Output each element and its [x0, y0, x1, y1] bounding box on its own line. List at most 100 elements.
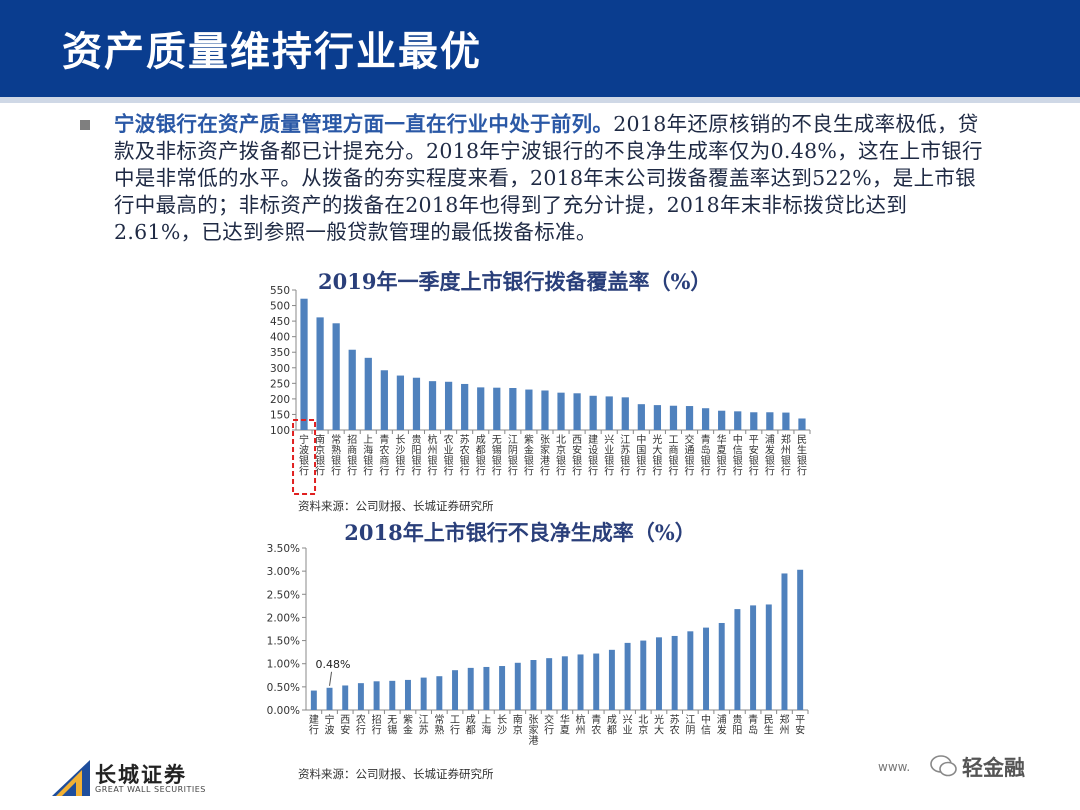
- bar: [412, 377, 421, 430]
- x-tick-label: 青农商行: [379, 433, 389, 478]
- x-tick-label: 中信: [701, 713, 711, 737]
- bar: [514, 662, 521, 710]
- x-tick-label: 长沙银行: [395, 434, 405, 478]
- x-tick-label: 上海银行: [363, 434, 373, 478]
- bar: [685, 406, 694, 430]
- bar: [326, 687, 333, 710]
- x-tick-label: 平安: [795, 715, 805, 737]
- x-tick-label: 青岛: [748, 713, 758, 737]
- bar: [718, 410, 726, 430]
- bar: [499, 666, 506, 710]
- bar: [452, 670, 459, 710]
- x-tick-label: 宁波: [325, 713, 335, 737]
- y-tick-label: 500: [270, 301, 290, 313]
- x-tick-label: 江苏银行: [620, 434, 630, 478]
- bar: [509, 388, 517, 430]
- x-tick-label: 郑州银行: [781, 433, 791, 478]
- x-tick-label: 华夏: [560, 713, 570, 737]
- bar: [342, 685, 349, 710]
- x-tick-label: 交通银行: [685, 433, 695, 478]
- bar: [766, 412, 774, 430]
- x-tick-label: 成都: [607, 714, 617, 737]
- x-tick-label: 张家港行: [540, 434, 550, 478]
- y-tick-label: 200: [270, 394, 290, 406]
- bar: [653, 405, 662, 430]
- x-tick-label: 青岛银行: [701, 433, 711, 478]
- bar: [389, 680, 396, 710]
- x-tick-label: 贵阳银行: [411, 433, 421, 478]
- x-tick-label: 江阴: [685, 714, 695, 737]
- x-tick-label: 南京: [513, 713, 523, 737]
- x-tick-label: 上海: [481, 714, 491, 737]
- brand-name: 长城证券: [95, 763, 187, 787]
- x-tick-label: 苏农: [670, 713, 680, 737]
- bar: [589, 395, 597, 430]
- y-tick-label: 400: [270, 332, 290, 344]
- x-tick-label: 浦发银行: [765, 433, 775, 478]
- bar: [467, 667, 474, 710]
- x-tick-label: 青农: [591, 713, 601, 737]
- x-tick-label: 常熟: [434, 713, 444, 737]
- chart1-title: 2019年一季度上市银行拨备覆盖率（%）: [318, 269, 712, 294]
- bar: [797, 569, 804, 710]
- bar: [687, 631, 694, 710]
- x-tick-label: 郑州: [779, 713, 789, 737]
- y-tick-label: 350: [270, 347, 290, 359]
- x-tick-label: 光大: [654, 713, 664, 737]
- x-tick-label: 建行: [309, 713, 319, 737]
- x-tick-label: 农业银行: [444, 433, 454, 478]
- highlight-box: [292, 419, 317, 495]
- x-tick-label: 招行: [372, 713, 382, 737]
- x-tick-label: 紫金银行: [524, 434, 534, 478]
- x-tick-label: 贵阳: [732, 713, 742, 737]
- y-tick-label: 0.50%: [267, 682, 300, 694]
- bar: [703, 627, 710, 710]
- bar: [718, 622, 725, 710]
- bar: [608, 649, 615, 710]
- bar: [624, 642, 631, 710]
- bar: [332, 323, 340, 430]
- watermark-text: 轻金融: [962, 756, 1025, 780]
- wechat-icon: [930, 755, 957, 777]
- bar: [348, 349, 356, 430]
- x-tick-label: 建设银行: [588, 433, 598, 478]
- bar: [477, 387, 485, 430]
- x-tick-label: 民生银行: [797, 434, 807, 478]
- y-tick-label: 250: [270, 378, 290, 390]
- bar: [546, 658, 553, 710]
- bar: [557, 392, 565, 430]
- chart2-title: 2018年上市银行不良净生成率（%）: [344, 520, 696, 545]
- bar: [444, 381, 453, 430]
- x-tick-label: 中国银行: [636, 433, 646, 478]
- x-tick-label: 兴业: [623, 714, 633, 737]
- x-tick-label: 张家港: [528, 714, 538, 747]
- x-tick-label: 成都银行: [476, 434, 486, 478]
- bar: [300, 298, 308, 430]
- annotation-label: 0.48%: [316, 658, 351, 671]
- bar: [461, 383, 469, 430]
- bar: [637, 404, 645, 430]
- x-tick-label: 无锡: [387, 715, 397, 737]
- x-tick-label: 西安银行: [572, 435, 582, 478]
- x-tick-label: 农行: [356, 713, 366, 737]
- bar: [605, 396, 613, 430]
- y-tick-label: 300: [270, 363, 290, 375]
- x-tick-label: 南京银行: [315, 433, 325, 478]
- y-tick-label: 150: [270, 409, 290, 421]
- bar: [781, 573, 788, 710]
- bar: [530, 660, 537, 710]
- x-tick-label: 江苏: [419, 714, 429, 737]
- watermark-url: www.: [878, 760, 911, 774]
- bar: [316, 317, 324, 430]
- bar: [428, 381, 437, 430]
- bar: [734, 609, 741, 710]
- body-paragraph: 宁波银行在资产质量管理方面一直在行业中处于前列。2018年还原核销的不良生成率极…: [114, 111, 994, 246]
- x-tick-label: 工行: [450, 715, 460, 737]
- page-title: 资产质量维持行业最优: [62, 29, 482, 75]
- bar: [621, 397, 629, 430]
- paragraph-lead: 宁波银行在资产质量管理方面一直在行业中处于前列。: [114, 112, 614, 136]
- y-tick-label: 1.00%: [267, 659, 300, 671]
- y-tick-label: 450: [270, 316, 290, 328]
- provision-coverage-chart: 100 150 200 250 300 350 400 450 500 550 宁波银行南京银行常熟…: [270, 285, 811, 495]
- bullet-square-icon: [80, 120, 90, 130]
